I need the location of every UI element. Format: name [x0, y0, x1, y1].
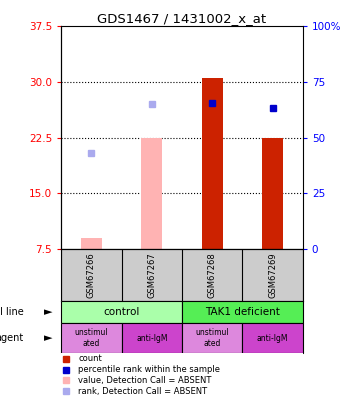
Bar — [122, 323, 182, 353]
Text: ►: ► — [44, 333, 52, 343]
Text: anti-IgM: anti-IgM — [136, 334, 168, 343]
Text: unstimul
ated: unstimul ated — [195, 328, 229, 348]
Text: percentile rank within the sample: percentile rank within the sample — [78, 365, 220, 374]
Text: cell line: cell line — [0, 307, 24, 317]
Text: count: count — [78, 354, 102, 363]
Bar — [202, 78, 223, 249]
Bar — [141, 138, 162, 249]
Text: GSM67267: GSM67267 — [147, 252, 156, 298]
Title: GDS1467 / 1431002_x_at: GDS1467 / 1431002_x_at — [97, 12, 267, 25]
Text: value, Detection Call = ABSENT: value, Detection Call = ABSENT — [78, 376, 211, 385]
Text: GSM67269: GSM67269 — [268, 252, 277, 298]
Text: TAK1 deficient: TAK1 deficient — [205, 307, 280, 317]
Text: rank, Detection Call = ABSENT: rank, Detection Call = ABSENT — [78, 387, 207, 396]
Bar — [262, 138, 283, 249]
Text: control: control — [104, 307, 140, 317]
Bar — [81, 238, 102, 249]
Bar — [61, 301, 182, 323]
Text: GSM67268: GSM67268 — [208, 252, 217, 298]
Bar — [242, 323, 303, 353]
Bar — [182, 323, 242, 353]
Bar — [182, 301, 303, 323]
Text: GSM67266: GSM67266 — [87, 252, 96, 298]
Text: ►: ► — [44, 307, 52, 317]
Text: agent: agent — [0, 333, 24, 343]
Text: unstimul
ated: unstimul ated — [75, 328, 108, 348]
Bar — [61, 323, 122, 353]
Text: anti-IgM: anti-IgM — [257, 334, 288, 343]
